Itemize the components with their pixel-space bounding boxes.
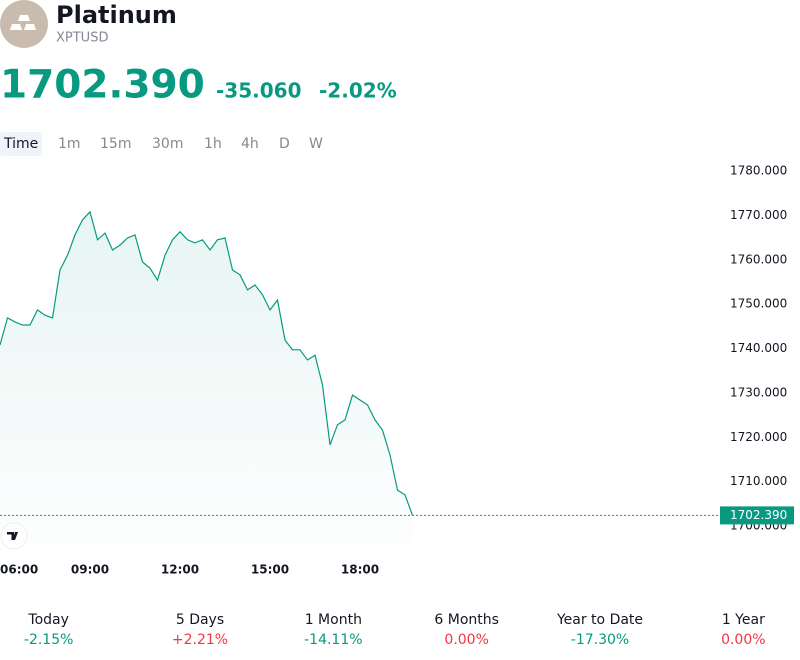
y-tick-label: 1770.000: [730, 208, 787, 222]
period-change[interactable]: 0.00%: [444, 632, 488, 648]
interval-active-bg: [0, 132, 42, 156]
performance: Today -2.15% 5 Days +2.21% 1 Month -14.11% 6 M…: [24, 612, 766, 648]
y-tick-label: 1710.000: [730, 474, 787, 488]
intervals: Time 1m 15m 30m 1h 4h D W: [0, 132, 323, 156]
y-tick-label: 1740.000: [730, 341, 787, 355]
symbol-name: Platinum: [56, 1, 177, 29]
interval-button[interactable]: Time: [3, 136, 38, 152]
interval-button[interactable]: 30m: [152, 136, 183, 152]
x-tick-label: 18:00: [341, 563, 379, 577]
period-label[interactable]: Year to Date: [556, 612, 643, 628]
area-fill: [0, 211, 413, 544]
last-price-label: 1702.390: [730, 508, 787, 522]
x-tick-label: 15:00: [251, 563, 289, 577]
y-tick-label: 1720.000: [730, 430, 787, 444]
tv-logo: [0, 522, 28, 550]
period-label[interactable]: Today: [27, 612, 69, 628]
price-line: [0, 210, 414, 516]
x-tick-label: 06:00: [0, 563, 38, 577]
period-label[interactable]: 1 Year: [722, 612, 765, 628]
y-tick-label: 1760.000: [730, 252, 787, 266]
period-change[interactable]: -17.30%: [571, 632, 629, 648]
interval-button[interactable]: 1h: [204, 136, 222, 152]
period-label[interactable]: 5 Days: [176, 612, 224, 628]
period-change[interactable]: -2.15%: [24, 632, 74, 648]
price-change: -35.060: [216, 79, 301, 103]
logo: [0, 0, 48, 48]
price: 1702.390: [0, 63, 205, 108]
last-price-tag: [720, 506, 794, 525]
interval-button[interactable]: 15m: [100, 136, 131, 152]
period-change[interactable]: -14.11%: [304, 632, 362, 648]
period-change[interactable]: +2.21%: [172, 632, 228, 648]
y-tick-label: 1750.000: [730, 297, 787, 311]
x-tick-label: 12:00: [161, 563, 199, 577]
interval-button[interactable]: D: [279, 136, 290, 152]
period-change[interactable]: 0.00%: [721, 632, 765, 648]
price-change-percent: -2.02%: [319, 79, 397, 103]
y-tick-label: 1780.000: [730, 164, 787, 178]
y-tick-label: 1730.000: [730, 385, 787, 399]
interval-button[interactable]: 1m: [58, 136, 81, 152]
symbol-code: XPTUSD: [56, 31, 108, 46]
period-label[interactable]: 6 Months: [434, 612, 499, 628]
period-label[interactable]: 1 Month: [305, 612, 362, 628]
interval-button[interactable]: W: [309, 136, 323, 152]
x-tick-label: 09:00: [71, 563, 109, 577]
chart: 1700.0001710.0001720.0001730.0001740.000…: [0, 164, 794, 577]
interval-button[interactable]: 4h: [241, 136, 259, 152]
